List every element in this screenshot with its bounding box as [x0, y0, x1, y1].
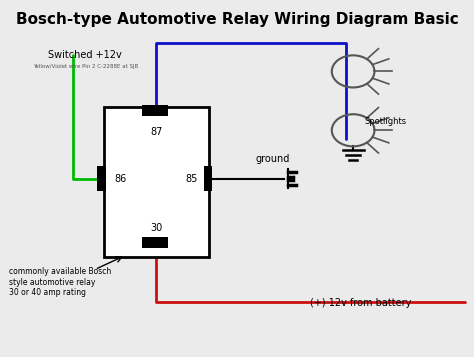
- Text: 85: 85: [186, 174, 198, 183]
- Text: 30: 30: [150, 223, 163, 233]
- Bar: [142, 105, 168, 116]
- Text: Yellow/Violet wire Pin 2 C-2288E at SJB: Yellow/Violet wire Pin 2 C-2288E at SJB: [33, 64, 138, 69]
- Text: Bosch-type Automotive Relay Wiring Diagram Basic: Bosch-type Automotive Relay Wiring Diagr…: [16, 12, 458, 27]
- Text: ground: ground: [256, 154, 291, 164]
- Bar: [97, 166, 106, 191]
- Text: 86: 86: [115, 174, 127, 183]
- Bar: [104, 107, 209, 257]
- Bar: [204, 166, 212, 191]
- Text: Switched +12v: Switched +12v: [48, 50, 122, 60]
- Text: commonly available Bosch
style automotive relay
30 or 40 amp rating: commonly available Bosch style automotiv…: [9, 267, 112, 297]
- Text: Spotlights: Spotlights: [365, 117, 407, 126]
- Text: (+) 12v from battery: (+) 12v from battery: [310, 298, 411, 308]
- Bar: [142, 237, 168, 248]
- Text: 87: 87: [150, 127, 163, 137]
